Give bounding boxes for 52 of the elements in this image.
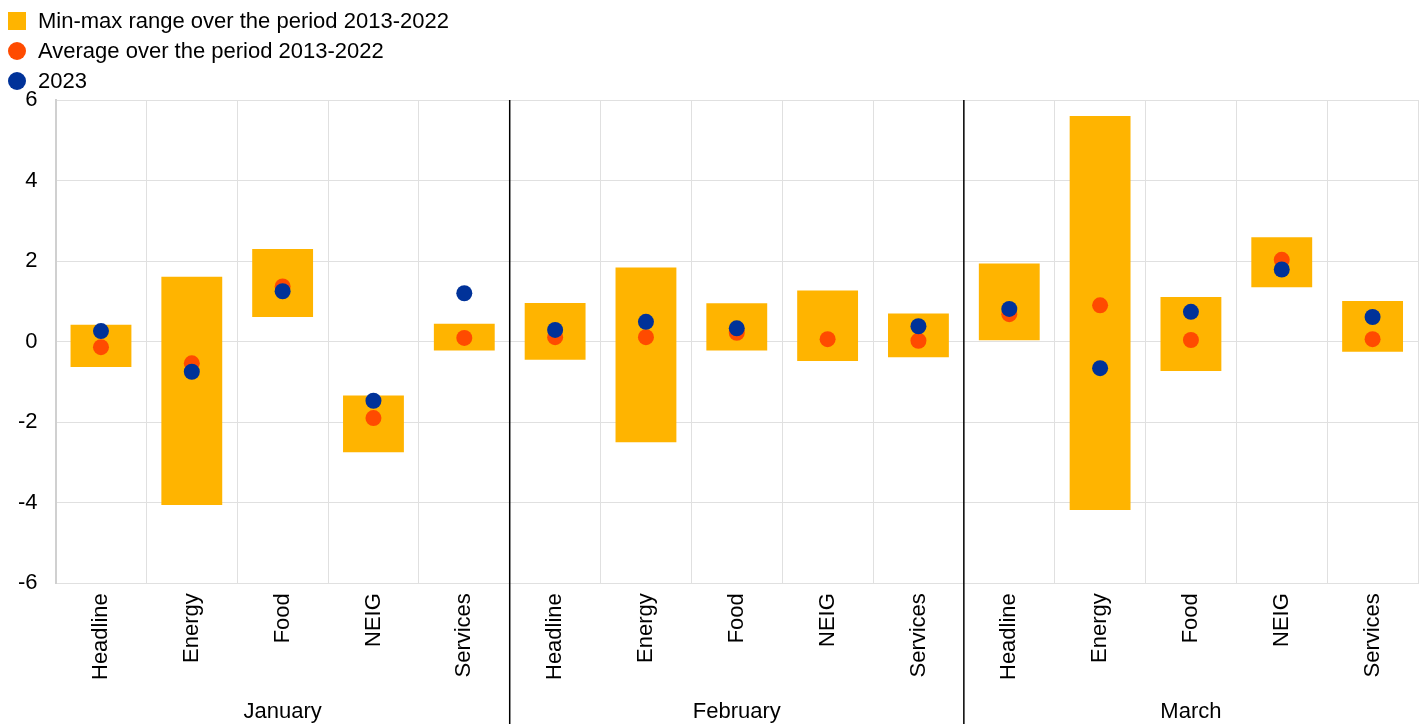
y-tick-label: 6 bbox=[25, 86, 38, 112]
bar bbox=[524, 302, 586, 360]
point bbox=[819, 331, 836, 348]
x-tick-label: Headline bbox=[87, 593, 113, 680]
point bbox=[1092, 360, 1109, 377]
legend-label: 2023 bbox=[38, 68, 87, 94]
x-tick-label: Energy bbox=[177, 593, 203, 663]
x-tick-label: Energy bbox=[632, 593, 658, 663]
text: January bbox=[243, 698, 322, 724]
bar bbox=[1069, 116, 1131, 510]
y-tick-label: 4 bbox=[25, 166, 38, 192]
legend-label: Min-max range over the period 2013-2022 bbox=[38, 8, 449, 34]
x-tick-label: Services bbox=[904, 593, 930, 678]
x-tick-label: Services bbox=[1358, 593, 1384, 678]
y-tick-label: 2 bbox=[25, 247, 38, 273]
point bbox=[1364, 331, 1381, 348]
x-tick-label: Headline bbox=[995, 593, 1021, 680]
x-tick-label: Food bbox=[1176, 593, 1202, 644]
x-tick-label: Energy bbox=[1086, 593, 1112, 663]
bar bbox=[252, 248, 314, 318]
bar bbox=[978, 263, 1040, 341]
text: March bbox=[1160, 698, 1222, 724]
point bbox=[365, 392, 382, 409]
x-tick-label: NEIG bbox=[813, 593, 839, 647]
x-tick-label: NEIG bbox=[1267, 593, 1293, 647]
y-tick-label: -2 bbox=[18, 408, 38, 434]
bar bbox=[706, 303, 768, 351]
y-tick-label: -4 bbox=[18, 488, 38, 514]
bar bbox=[1160, 296, 1222, 371]
point bbox=[1182, 303, 1199, 320]
point bbox=[910, 318, 927, 335]
x-tick-label: Food bbox=[268, 593, 294, 644]
x-tick-label: Food bbox=[722, 593, 748, 644]
y-tick-label: 0 bbox=[25, 327, 38, 353]
x-tick-label: Services bbox=[450, 593, 476, 678]
point bbox=[92, 323, 109, 340]
text: February bbox=[692, 698, 781, 724]
point bbox=[456, 285, 473, 302]
point bbox=[1182, 331, 1199, 348]
bar bbox=[797, 290, 859, 361]
point bbox=[637, 329, 654, 346]
legend-label: Average over the period 2013-2022 bbox=[38, 38, 384, 64]
point bbox=[637, 313, 654, 330]
y-tick-label: -6 bbox=[18, 569, 38, 595]
x-tick-label: NEIG bbox=[359, 593, 385, 647]
point bbox=[1001, 300, 1018, 317]
point bbox=[1364, 309, 1381, 326]
bar bbox=[615, 267, 677, 443]
bar bbox=[161, 276, 223, 506]
point bbox=[1092, 297, 1109, 314]
point bbox=[183, 363, 200, 380]
x-tick-label: Headline bbox=[541, 593, 567, 680]
